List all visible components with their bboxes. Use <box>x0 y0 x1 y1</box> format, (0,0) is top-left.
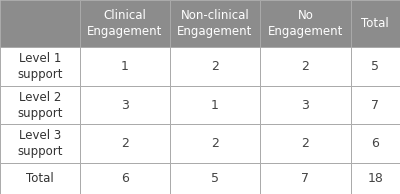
Text: 3: 3 <box>121 99 129 112</box>
Bar <box>0 48 80 86</box>
Bar <box>80 86 170 124</box>
Text: 2: 2 <box>302 60 309 73</box>
Bar <box>350 163 400 194</box>
Text: Level 3
support: Level 3 support <box>17 129 62 158</box>
Text: Non-clinical
Engagement: Non-clinical Engagement <box>177 9 253 38</box>
Bar <box>260 124 350 163</box>
Text: 5: 5 <box>211 172 219 185</box>
Bar <box>170 124 260 163</box>
Text: 2: 2 <box>121 137 129 150</box>
Bar <box>260 48 350 86</box>
Bar <box>0 0 80 48</box>
Bar <box>350 86 400 124</box>
Text: 7: 7 <box>301 172 309 185</box>
Bar <box>260 86 350 124</box>
Bar <box>0 163 80 194</box>
Text: 2: 2 <box>211 60 219 73</box>
Bar <box>260 163 350 194</box>
Text: 2: 2 <box>302 137 309 150</box>
Text: 6: 6 <box>121 172 129 185</box>
Bar <box>170 0 260 48</box>
Bar <box>350 48 400 86</box>
Text: Level 2
support: Level 2 support <box>17 91 62 120</box>
Text: Clinical
Engagement: Clinical Engagement <box>87 9 162 38</box>
Text: 6: 6 <box>371 137 379 150</box>
Bar <box>170 48 260 86</box>
Bar <box>170 163 260 194</box>
Text: 3: 3 <box>302 99 309 112</box>
Text: Total: Total <box>361 17 389 30</box>
Text: 18: 18 <box>367 172 383 185</box>
Bar <box>350 0 400 48</box>
Text: 5: 5 <box>371 60 379 73</box>
Text: 1: 1 <box>121 60 129 73</box>
Bar <box>80 124 170 163</box>
Bar <box>350 124 400 163</box>
Text: No
Engagement: No Engagement <box>268 9 343 38</box>
Text: Level 1
support: Level 1 support <box>17 52 62 81</box>
Bar <box>80 48 170 86</box>
Text: 2: 2 <box>211 137 219 150</box>
Bar <box>0 124 80 163</box>
Bar <box>0 86 80 124</box>
Bar <box>170 86 260 124</box>
Bar <box>80 163 170 194</box>
Text: 1: 1 <box>211 99 219 112</box>
Text: Total: Total <box>26 172 54 185</box>
Bar <box>80 0 170 48</box>
Bar <box>260 0 350 48</box>
Text: 7: 7 <box>371 99 379 112</box>
